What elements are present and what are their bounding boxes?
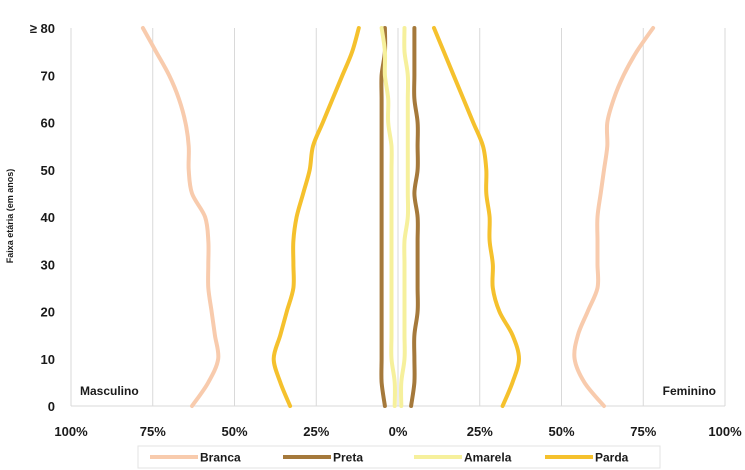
legend-box <box>137 445 661 469</box>
y-tick-label: 60 <box>41 116 55 131</box>
series-amarela-male-line <box>379 26 397 408</box>
legend: Branca Preta Amarela Parda <box>137 445 661 469</box>
y-tick-label: 10 <box>41 352 55 367</box>
y-tick-label: 50 <box>41 163 55 178</box>
series-parda-male-line <box>271 26 361 408</box>
x-tick-label: 100% <box>54 424 88 439</box>
right-side-label: Feminino <box>663 384 716 398</box>
y-tick-label: 30 <box>41 257 55 272</box>
gridlines <box>70 28 726 407</box>
legend-label-parda: Parda <box>595 451 629 465</box>
y-axis-label: Faixa etária (em anos) <box>5 169 15 264</box>
series-layer <box>140 26 656 408</box>
x-tick-label: 25% <box>467 424 493 439</box>
x-tick-label: 50% <box>221 424 247 439</box>
y-tick-label: 0 <box>48 399 55 414</box>
series-preta-female-line <box>409 26 420 408</box>
x-tick-label: 75% <box>630 424 656 439</box>
legend-label-branca: Branca <box>200 451 241 465</box>
x-tick-label: 100% <box>708 424 742 439</box>
y-tick-labels: 0 10 20 30 40 50 60 70 ≥ 80 <box>30 21 55 414</box>
series-branca-male-line <box>140 26 221 408</box>
series-branca-female-line <box>572 26 656 408</box>
series-parda-female-line <box>432 26 521 408</box>
x-tick-label: 25% <box>303 424 329 439</box>
series-amarela-female-line <box>399 26 411 408</box>
y-tick-label: ≥ 80 <box>30 21 55 36</box>
x-tick-label: 50% <box>548 424 574 439</box>
x-tick-label: 75% <box>140 424 166 439</box>
left-side-label: Masculino <box>80 384 139 398</box>
series-preta-male-line <box>379 26 388 408</box>
x-tick-label: 0% <box>389 424 408 439</box>
y-tick-label: 70 <box>41 68 55 83</box>
y-tick-label: 20 <box>41 305 55 320</box>
legend-label-amarela: Amarela <box>464 451 512 465</box>
legend-label-preta: Preta <box>333 451 363 465</box>
x-tick-labels: 100% 75% 50% 25% 0% 25% 50% 75% 100% <box>54 424 742 439</box>
y-tick-label: 40 <box>41 210 55 225</box>
